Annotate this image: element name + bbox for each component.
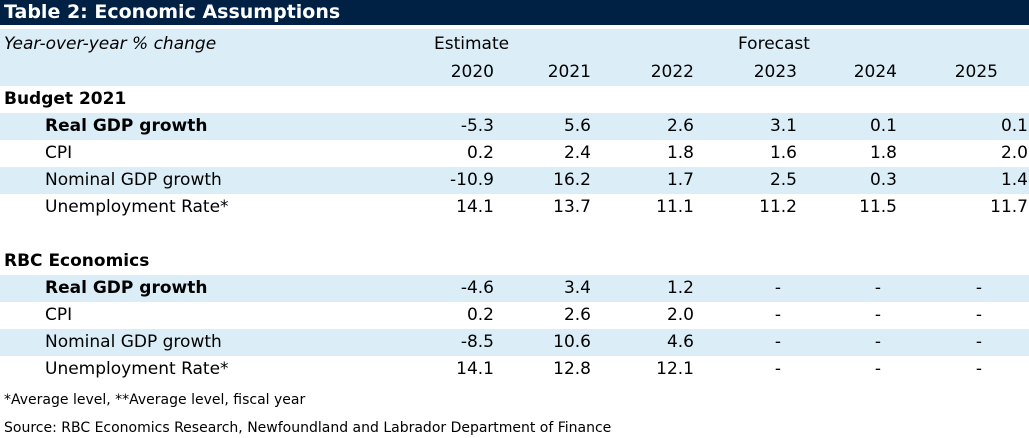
row-label: Nominal GDP growth — [45, 170, 222, 190]
value-cell: - — [975, 305, 983, 325]
table-row: Nominal GDP growth -8.5 10.6 4.6 - - - — [0, 329, 1029, 356]
value-cell: 3.4 — [563, 278, 591, 298]
value-cell: 1.4 — [1000, 170, 1028, 190]
value-cell: - — [874, 332, 882, 352]
row-label: CPI — [45, 305, 73, 325]
value-cell: 3.1 — [769, 116, 797, 136]
value-cell: 0.2 — [466, 143, 494, 163]
table-row: Real GDP growth -5.3 5.6 2.6 3.1 0.1 0.1 — [0, 113, 1029, 140]
value-cell: 14.1 — [456, 197, 494, 217]
value-cell: 2.0 — [1000, 143, 1028, 163]
value-cell: 2.6 — [563, 305, 591, 325]
value-cell: 11.1 — [656, 197, 694, 217]
value-cell: 0.3 — [869, 170, 897, 190]
value-cell: 1.2 — [666, 278, 694, 298]
row-stripe — [0, 329, 1029, 356]
value-cell: 11.2 — [759, 197, 797, 217]
row-label: Real GDP growth — [45, 116, 208, 136]
value-cell: 2.4 — [563, 143, 591, 163]
value-cell: - — [874, 359, 882, 379]
year-header: 2024 — [853, 62, 897, 82]
year-header: 2020 — [450, 62, 494, 82]
row-label: Unemployment Rate* — [45, 359, 229, 379]
year-header: 2022 — [650, 62, 694, 82]
value-cell: 16.2 — [553, 170, 591, 190]
table-row: CPI 0.2 2.6 2.0 - - - — [0, 302, 1029, 329]
value-cell: 2.5 — [769, 170, 797, 190]
row-stripe — [0, 167, 1029, 194]
value-cell: -10.9 — [450, 170, 494, 190]
header-row-groups: Year-over-year % change Estimate Forecas… — [0, 29, 1029, 59]
value-cell: -4.6 — [460, 278, 494, 298]
value-cell: 4.6 — [666, 332, 694, 352]
row-stripe — [0, 275, 1029, 302]
value-cell: 1.8 — [869, 143, 897, 163]
value-cell: 11.7 — [990, 197, 1028, 217]
value-cell: 2.0 — [666, 305, 694, 325]
value-cell: - — [774, 359, 782, 379]
value-cell: 2.6 — [666, 116, 694, 136]
value-cell: 0.2 — [466, 305, 494, 325]
forecast-header: Forecast — [738, 34, 810, 54]
section-heading: Budget 2021 — [4, 89, 127, 109]
row-label: Real GDP growth — [45, 278, 208, 298]
value-cell: - — [975, 278, 983, 298]
year-header: 2023 — [753, 62, 797, 82]
value-cell: 12.1 — [656, 359, 694, 379]
footnote: *Average level, **Average level, fiscal … — [4, 392, 306, 408]
table-row: Nominal GDP growth -10.9 16.2 1.7 2.5 0.3 1.4 — [0, 167, 1029, 194]
row-label: Nominal GDP growth — [45, 332, 222, 352]
table-row: Unemployment Rate* 14.1 13.7 11.1 11.2 11.5 11… — [0, 194, 1029, 221]
value-cell: 12.8 — [553, 359, 591, 379]
value-cell: - — [975, 359, 983, 379]
value-cell: 13.7 — [553, 197, 591, 217]
value-cell: 1.7 — [666, 170, 694, 190]
estimate-header: Estimate — [434, 34, 510, 54]
value-cell: -5.3 — [460, 116, 494, 136]
value-cell: -8.5 — [460, 332, 494, 352]
value-cell: 0.1 — [869, 116, 897, 136]
value-cell: 10.6 — [553, 332, 591, 352]
value-cell: 1.8 — [666, 143, 694, 163]
table-row: Real GDP growth -4.6 3.4 1.2 - - - — [0, 275, 1029, 302]
value-cell: 0.1 — [1000, 116, 1028, 136]
value-cell: 1.6 — [769, 143, 797, 163]
value-cell: - — [874, 305, 882, 325]
value-cell: 5.6 — [563, 116, 591, 136]
value-cell: - — [975, 332, 983, 352]
value-cell: - — [774, 332, 782, 352]
value-cell: - — [874, 278, 882, 298]
row-label: Unemployment Rate* — [45, 197, 229, 217]
value-cell: 11.5 — [859, 197, 897, 217]
year-header: 2021 — [547, 62, 591, 82]
header-row-years: 2020 2021 2022 2023 2024 2025 — [0, 59, 1029, 86]
year-header: 2025 — [954, 62, 998, 82]
value-cell: - — [774, 305, 782, 325]
value-cell: 14.1 — [456, 359, 494, 379]
table-row: Unemployment Rate* 14.1 12.8 12.1 - - - — [0, 356, 1029, 383]
value-cell: - — [774, 278, 782, 298]
table-title: Table 2: Economic Assumptions — [0, 0, 1029, 25]
section-heading: RBC Economics — [4, 251, 150, 271]
row-stripe — [0, 113, 1029, 140]
source-note: Source: RBC Economics Research, Newfound… — [4, 420, 612, 436]
row-label: CPI — [45, 143, 73, 163]
table-row: CPI 0.2 2.4 1.8 1.6 1.8 2.0 — [0, 140, 1029, 167]
row-label-header: Year-over-year % change — [4, 34, 217, 54]
